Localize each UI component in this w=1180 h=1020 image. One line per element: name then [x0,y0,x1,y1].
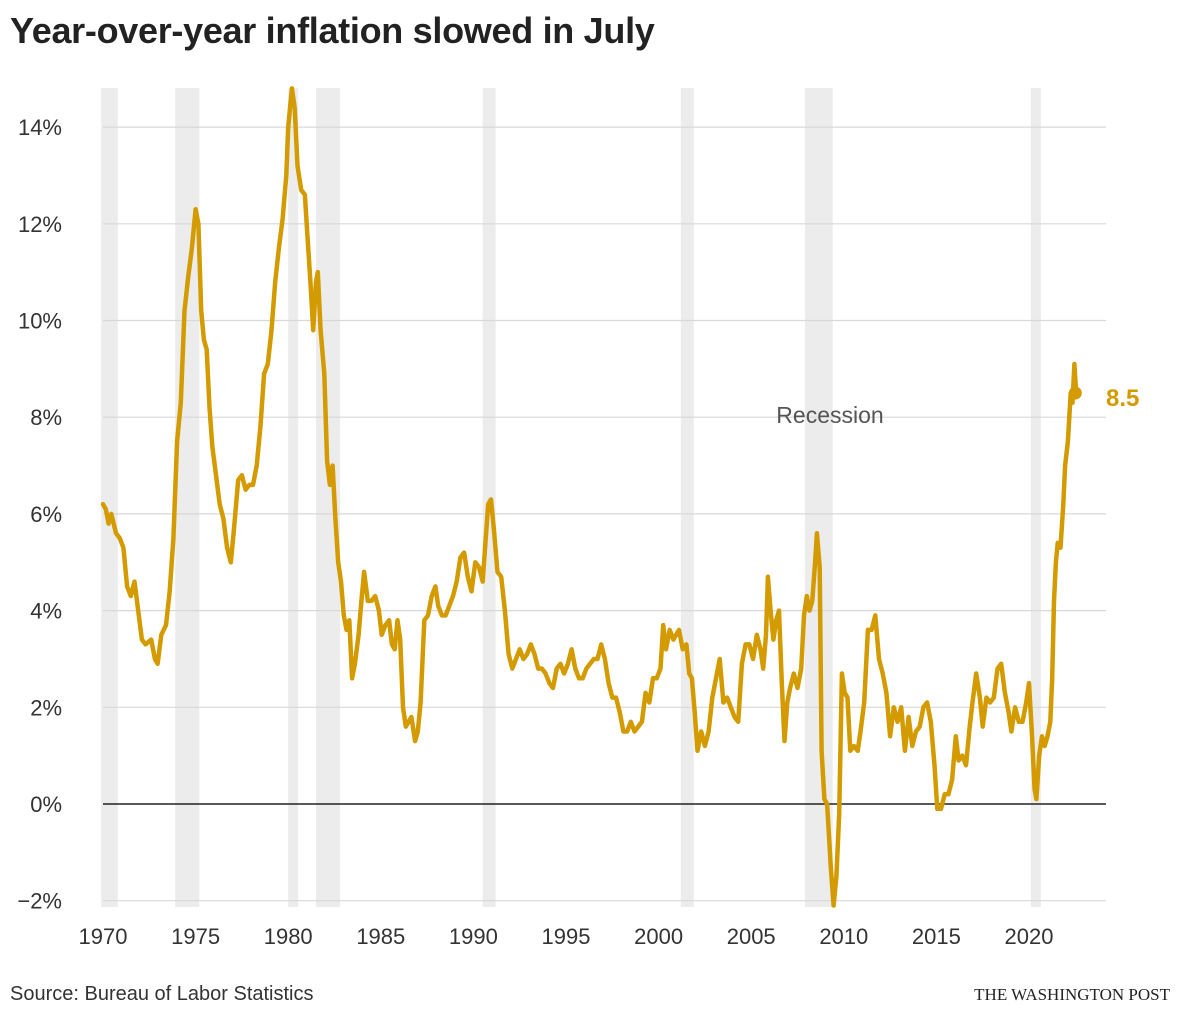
x-tick-label: 1970 [79,924,128,949]
publisher-credit: THE WASHINGTON POST [974,985,1170,1004]
x-tick-label: 1980 [264,924,313,949]
recession-bands [101,88,1041,907]
recession-band [680,88,694,907]
x-tick-label: 2010 [819,924,868,949]
x-tick-label: 2000 [634,924,683,949]
recession-label: Recession [776,402,883,428]
latest-value-dot [1068,386,1082,400]
x-tick-label: 2015 [912,924,961,949]
x-tick-label: 2020 [1005,924,1054,949]
y-tick-label: 4% [30,599,62,624]
source-note: Source: Bureau of Labor Statistics [10,983,314,1005]
recession-band [804,88,833,907]
y-tick-label: 2% [30,695,62,720]
y-tick-label: 12% [18,212,62,237]
recession-band [288,88,299,907]
y-tick-label: 6% [30,502,62,527]
chart-title: Year-over-year inflation slowed in July [10,10,655,51]
callout: 8.5 [1068,385,1139,412]
y-tick-label: 0% [30,792,62,817]
x-tick-label: 1990 [449,924,498,949]
recession-band [482,88,496,907]
x-tick-label: 2005 [727,924,776,949]
x-tick-label: 1975 [171,924,220,949]
gridlines [103,126,1106,902]
y-tick-label: 14% [18,115,62,140]
x-tick-label: 1985 [356,924,405,949]
inflation-line [100,86,1079,908]
series-layer [100,86,1079,908]
y-tick-label: 8% [30,405,62,430]
recession-band [1030,88,1041,907]
y-axis-ticks: −2% 0% 2% 4% 6% 8% 10% 12% 14% [17,115,62,914]
x-tick-label: 1995 [542,924,591,949]
x-axis-ticks: 1970 1975 1980 1985 1990 1995 2000 2005 2010 2015… [79,924,1054,949]
y-tick-label: 10% [18,309,62,334]
y-tick-label: −2% [17,889,62,914]
recession-band [101,88,118,907]
latest-value-label: 8.5 [1106,385,1139,412]
